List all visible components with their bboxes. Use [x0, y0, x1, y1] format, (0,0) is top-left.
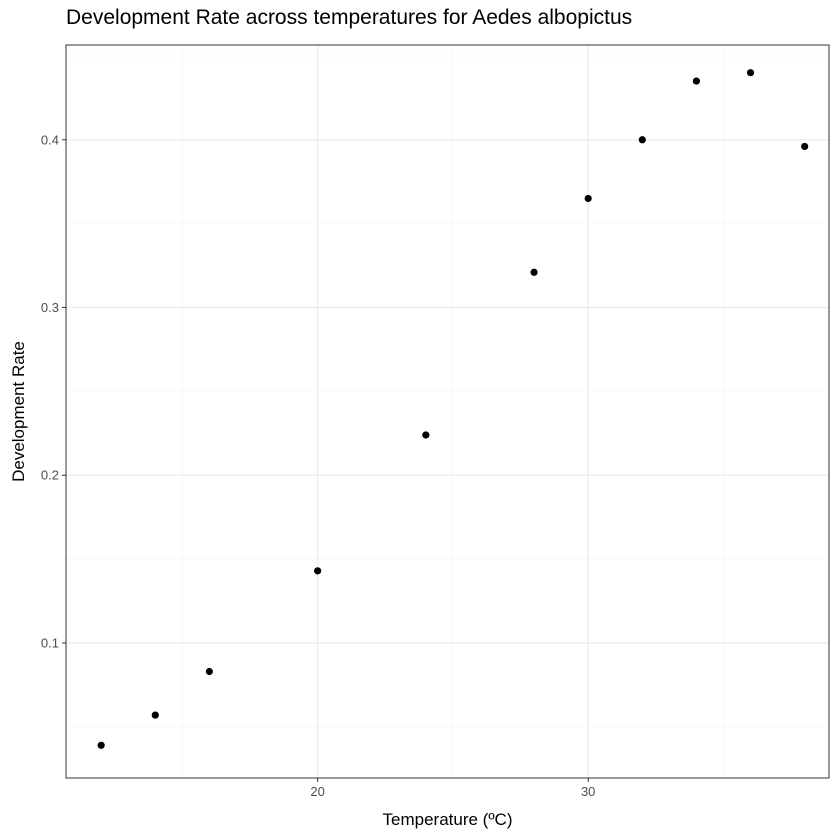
panel-border: [65, 44, 830, 779]
y-tick-label: 0.2: [41, 468, 59, 483]
data-point: [205, 667, 214, 676]
data-point: [151, 711, 159, 719]
y-tick-label: 0.4: [41, 132, 59, 147]
data-point: [584, 194, 592, 203]
y-tick-label: 0.3: [41, 300, 59, 315]
chart-title: Development Rate across temperatures for…: [66, 6, 633, 29]
data-point: [314, 567, 322, 575]
x-tick-label: 20: [310, 784, 324, 799]
data-point: [692, 77, 701, 85]
data-point: [638, 136, 646, 144]
data-point: [422, 431, 430, 439]
x-tick-label: 30: [581, 784, 595, 799]
data-points: [97, 69, 809, 749]
y-axis-title: Development Rate: [9, 341, 28, 482]
data-point: [801, 142, 809, 151]
data-point: [97, 741, 105, 749]
axis-ticks: 20 30 0.1 0.2 0.3 0.4: [41, 132, 596, 799]
grid-lines: [66, 45, 829, 778]
y-tick-label: 0.1: [41, 635, 59, 650]
x-axis-title: Temperature (ºC): [383, 810, 513, 829]
data-point: [530, 268, 538, 276]
data-point: [746, 69, 755, 77]
